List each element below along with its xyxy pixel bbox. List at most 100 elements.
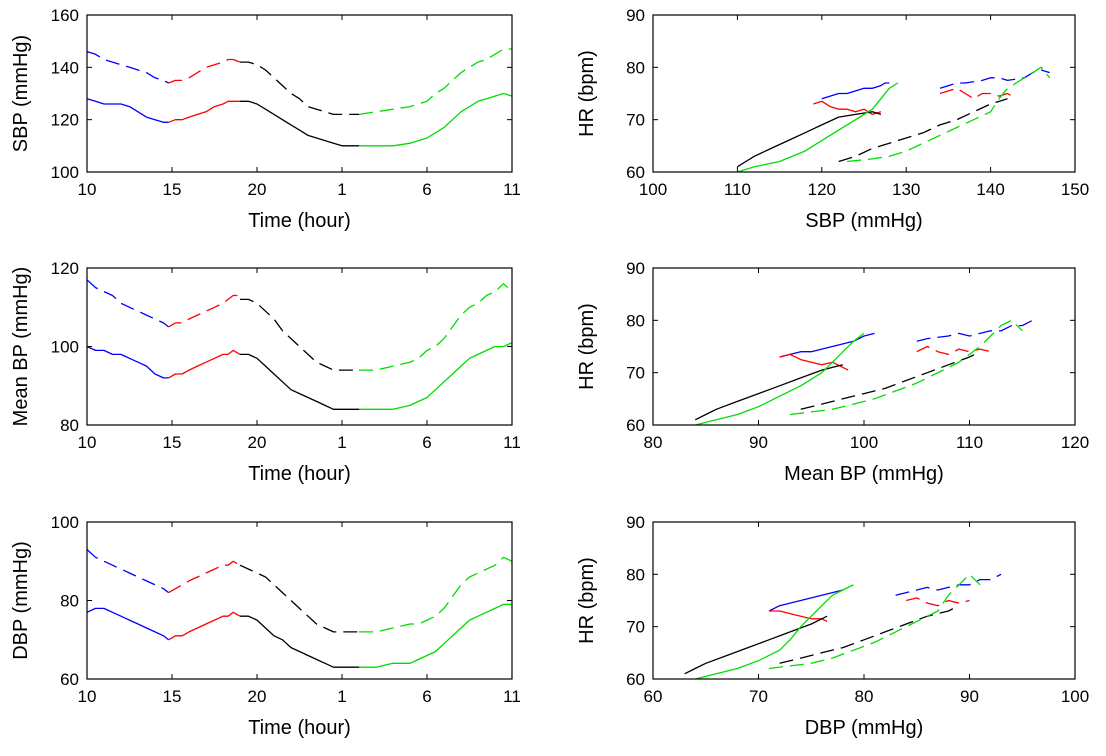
y-axis-label: SBP (mmHg) xyxy=(10,35,32,152)
subplot-1: 10 15 20 1 6 11 100 120 140 160 Time (hour) SBP (mm… xyxy=(10,6,521,232)
x-tick-label: 6 xyxy=(422,687,431,706)
series-line-black-solid xyxy=(240,353,359,410)
subplot-2: 100 110 120 130 140 150 60 70 80 90 SBP (mmHg) HR (… xyxy=(576,6,1089,232)
x-axis-label: SBP (mmHg) xyxy=(805,210,922,232)
series-line-green-dashed xyxy=(847,66,1051,163)
series-line-blue-dashed xyxy=(86,279,170,328)
x-tick-label: 20 xyxy=(248,687,267,706)
series-line-green-solid xyxy=(737,82,899,173)
y-tick-label: 120 xyxy=(51,111,79,130)
series-line-blue-solid xyxy=(86,607,170,641)
x-tick-label: 11 xyxy=(503,687,521,706)
x-tick-label: 15 xyxy=(163,433,182,452)
axes-box xyxy=(86,267,513,426)
series-line-green-solid xyxy=(695,332,865,426)
x-axis-label: Time (hour) xyxy=(248,210,351,232)
x-tick-label: 110 xyxy=(724,180,751,199)
series-line-black-solid xyxy=(737,111,882,168)
y-tick-label: 80 xyxy=(60,592,79,611)
y-tick-label: 60 xyxy=(626,416,645,435)
y-tick-label: 60 xyxy=(626,670,645,689)
x-tick-label: 10 xyxy=(78,687,97,706)
series-line-green-solid xyxy=(695,584,854,680)
x-tick-label: 15 xyxy=(163,687,182,706)
x-tick-label: 1 xyxy=(337,180,346,199)
series-line-blue-dashed xyxy=(86,50,169,84)
series-line-black-dashed xyxy=(239,564,359,633)
series-line-green-dashed xyxy=(790,319,1023,416)
series-line-red-solid xyxy=(168,611,241,641)
y-tick-label: 100 xyxy=(51,163,79,182)
x-tick-label: 1 xyxy=(337,687,346,706)
x-axis-label: Mean BP (mmHg) xyxy=(784,463,944,485)
y-tick-label: 70 xyxy=(626,618,645,637)
series-line-red-dashed xyxy=(916,345,991,356)
y-tick-label: 60 xyxy=(626,163,645,182)
y-tick-label: 60 xyxy=(60,670,79,689)
x-tick-label: 80 xyxy=(855,687,874,706)
y-tick-label: 70 xyxy=(626,364,645,383)
x-tick-label: 120 xyxy=(1061,433,1089,452)
series-line-blue-solid xyxy=(821,82,890,100)
x-tick-label: 6 xyxy=(422,180,431,199)
x-axis-label: DBP (mmHg) xyxy=(805,717,924,739)
axes-box xyxy=(652,521,1076,680)
x-tick-label: 1 xyxy=(337,433,346,452)
x-tick-label: 60 xyxy=(644,687,663,706)
x-tick-label: 100 xyxy=(639,180,667,199)
x-tick-label: 120 xyxy=(808,180,836,199)
x-tick-label: 6 xyxy=(422,433,431,452)
axes-box xyxy=(86,14,513,173)
subplot-4: 80 90 100 110 120 60 70 80 90 Mean BP (mmHg) HR (b… xyxy=(576,259,1089,485)
x-tick-label: 20 xyxy=(248,433,267,452)
subplot-3: 10 15 20 1 6 11 80 100 120 Time (hour) Mean BP (mm… xyxy=(10,259,521,485)
x-tick-label: 150 xyxy=(1061,180,1089,199)
series-line-blue-solid xyxy=(86,345,169,379)
series-line-red-solid xyxy=(779,353,849,371)
series-line-red-dashed xyxy=(168,560,241,594)
series-line-green-solid xyxy=(359,92,513,147)
x-tick-label: 100 xyxy=(850,433,878,452)
series-line-blue-dashed xyxy=(916,319,1034,342)
y-tick-label: 80 xyxy=(626,311,645,330)
series-line-blue-solid xyxy=(768,589,844,612)
series-line-green-solid xyxy=(359,342,513,410)
axes-box xyxy=(652,14,1076,173)
x-tick-label: 20 xyxy=(248,180,267,199)
subplot-6: 60 70 80 90 100 60 70 80 90 DBP (mmHg) HR (bpm) xyxy=(576,513,1089,739)
x-tick-label: 90 xyxy=(960,687,979,706)
series-line-red-solid xyxy=(168,100,240,123)
series-line-black-solid xyxy=(684,615,828,675)
x-tick-label: 70 xyxy=(749,687,768,706)
y-tick-label: 100 xyxy=(51,513,79,532)
x-tick-label: 100 xyxy=(1061,687,1089,706)
series-line-red-solid xyxy=(168,349,241,379)
x-tick-label: 10 xyxy=(78,180,97,199)
series-line-black-dashed xyxy=(779,605,960,664)
y-axis-label: HR (bpm) xyxy=(576,50,598,137)
y-tick-label: 90 xyxy=(626,259,645,278)
series-line-red-dashed xyxy=(168,58,241,84)
x-tick-label: 130 xyxy=(892,180,920,199)
series-line-blue-solid xyxy=(86,98,169,123)
x-axis-label: Time (hour) xyxy=(248,717,351,739)
series-line-green-dashed xyxy=(768,573,981,670)
y-tick-label: 70 xyxy=(626,111,645,130)
series-line-black-dashed xyxy=(240,61,359,116)
y-tick-label: 140 xyxy=(51,58,79,77)
x-tick-label: 110 xyxy=(956,433,983,452)
y-axis-label: HR (bpm) xyxy=(576,557,598,644)
axes-box xyxy=(86,521,513,680)
y-axis-label: HR (bpm) xyxy=(576,303,598,390)
x-tick-label: 11 xyxy=(503,180,521,199)
series-line-red-dashed xyxy=(939,87,1017,100)
subplot-5: 10 15 20 1 6 11 60 80 100 Time (hour) DBP (mmHg) xyxy=(10,513,521,739)
x-tick-label: 11 xyxy=(503,433,521,452)
y-axis-label: Mean BP (mmHg) xyxy=(10,267,32,427)
x-tick-label: 140 xyxy=(976,180,1004,199)
series-line-black-solid xyxy=(694,364,844,421)
series-line-red-dashed xyxy=(168,294,240,328)
x-tick-label: 80 xyxy=(644,433,663,452)
y-tick-label: 90 xyxy=(626,513,645,532)
y-tick-label: 80 xyxy=(60,416,79,435)
